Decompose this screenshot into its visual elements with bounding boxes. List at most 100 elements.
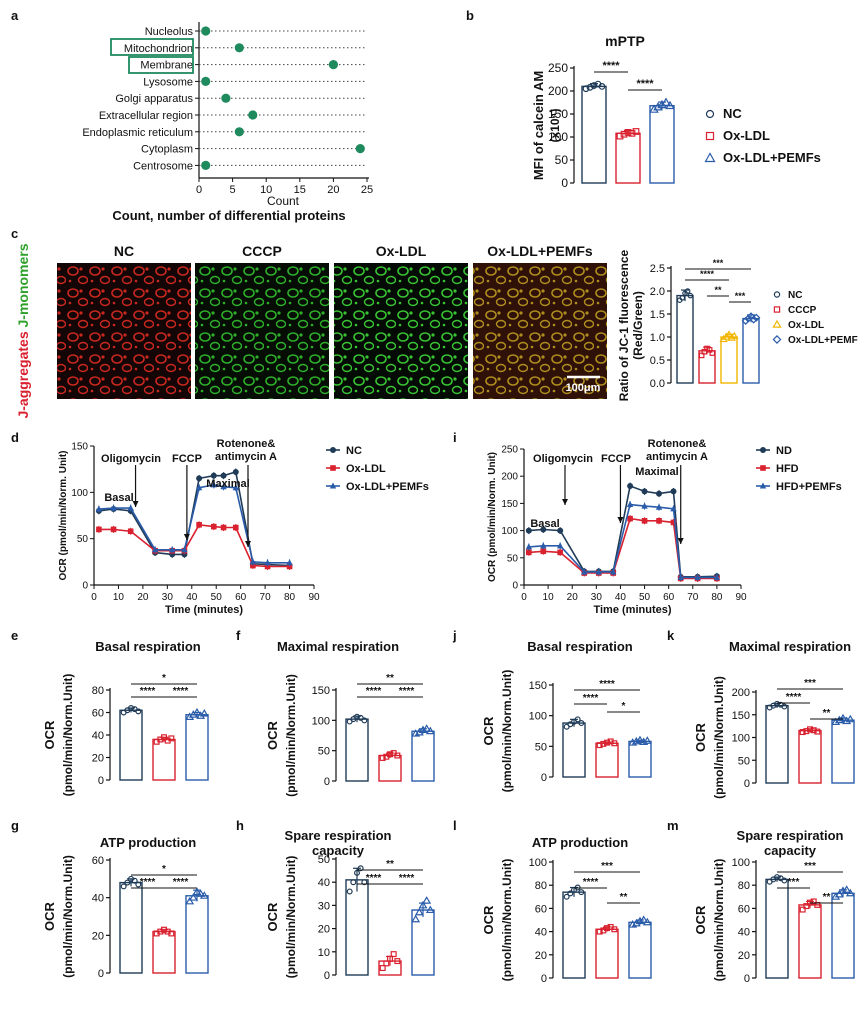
y-tick-label: 0	[98, 968, 104, 980]
data-point	[642, 917, 652, 926]
data-point	[188, 710, 198, 718]
data-point	[842, 716, 852, 725]
data-point	[210, 472, 217, 479]
data-point	[124, 879, 131, 886]
x-tick-label: 60	[663, 592, 675, 603]
data-point	[709, 350, 716, 356]
y-axis-label-units: (pmol/min/Norm.Unit)	[284, 674, 298, 797]
y-tick-label: 0	[541, 772, 547, 784]
bar	[831, 719, 855, 784]
significance-label: **	[620, 892, 628, 903]
data-point	[525, 527, 532, 534]
y-axis-label: OCR	[42, 901, 57, 931]
bar	[798, 729, 822, 784]
significance-label: ****	[583, 877, 599, 888]
panel-letter-m: m	[667, 818, 679, 833]
data-point	[168, 735, 175, 742]
chart-title: ATP production	[100, 835, 196, 850]
chart-title: Spare respiration	[285, 828, 392, 843]
data-point	[526, 549, 532, 556]
data-point	[220, 524, 227, 531]
significance-label: ****	[366, 873, 382, 884]
data-point	[354, 869, 361, 876]
data-point	[649, 104, 659, 113]
y-axis-label: OCR	[265, 720, 280, 750]
significance-label: ****	[786, 692, 802, 703]
micrograph-label: NC	[114, 243, 134, 259]
data-point	[773, 874, 780, 881]
category-label: Extracellular region	[99, 110, 193, 122]
annotation-label: antimycin A	[646, 451, 708, 463]
data-point	[670, 519, 677, 526]
y-tick-label: 0.0	[650, 378, 665, 390]
significance-label: *	[162, 673, 166, 684]
data-point	[556, 542, 564, 549]
significance-label: ****	[399, 686, 415, 697]
y-tick-label: 100	[529, 857, 547, 869]
y-tick-label: 80	[535, 880, 547, 892]
y-tick-label: 50	[738, 755, 750, 767]
data-point	[557, 549, 563, 556]
y-tick-label: 0	[324, 970, 330, 982]
data-point	[387, 751, 394, 758]
data-point	[128, 704, 135, 711]
x-tick-label: 5	[230, 184, 236, 196]
data-point	[687, 292, 694, 299]
data-point	[610, 568, 617, 575]
data-point	[379, 754, 386, 761]
y-axis-label-units: (pmol/min/Norm.Unit)	[500, 670, 514, 793]
y-axis-label: MFI of calcein AM	[531, 71, 546, 180]
category-label: Lysosome	[143, 76, 193, 88]
y-tick-label: 30	[318, 900, 330, 912]
legend-label: NC	[346, 445, 362, 457]
data-point	[540, 526, 547, 533]
bar	[581, 85, 607, 184]
data-point	[350, 879, 357, 886]
x-tick-label: 40	[615, 592, 627, 603]
data-point	[799, 729, 806, 736]
data-point	[627, 515, 633, 522]
chart-title: ATP production	[532, 835, 628, 850]
bar	[185, 895, 209, 974]
significance-label: ***	[804, 678, 816, 689]
data-point	[196, 711, 206, 719]
bar	[595, 928, 619, 979]
chart-g: ATP production OCR (pmol/min/Norm.Unit) 0 20…	[42, 835, 209, 980]
significance-label: ****	[599, 679, 615, 690]
y-tick-label: 60	[738, 903, 750, 915]
data-point	[96, 526, 102, 533]
highlight-box	[128, 56, 194, 74]
y-tick-label: 0	[98, 775, 104, 787]
x-tick-label: 20	[137, 592, 149, 603]
x-tick-label: 40	[186, 592, 198, 603]
data-point	[264, 563, 271, 570]
arrow-head	[561, 499, 568, 505]
annotation-label: antimycin A	[215, 451, 277, 463]
legend-c: NC CCCP Ox-LDL Ox-LDL+PEMF	[772, 290, 858, 346]
data-point	[361, 879, 368, 886]
chart-title: Basal respiration	[527, 639, 633, 654]
data-point	[110, 526, 117, 533]
y-tick-label: 0	[744, 778, 750, 790]
panel-letter-c: c	[11, 226, 18, 241]
chart-title: Maximal respiration	[277, 639, 399, 654]
x-tick-label: 90	[308, 592, 320, 603]
significance-label: ***	[788, 877, 800, 888]
data-point	[185, 896, 195, 905]
data-point	[611, 740, 618, 747]
x-axis-label: Count	[267, 194, 300, 208]
arrow-head	[245, 541, 251, 547]
data-point	[192, 707, 202, 716]
significance-label: ****	[366, 686, 382, 697]
micrograph-panel	[195, 263, 329, 399]
chart-title-line2: capacity	[764, 843, 817, 858]
significance-label: ****	[140, 877, 156, 888]
data-point	[781, 877, 788, 884]
y-axis-label-units: (x10⁴)	[548, 109, 562, 143]
bar	[119, 881, 143, 974]
data-point	[838, 713, 848, 722]
legend-marker	[773, 306, 781, 313]
data-point	[596, 928, 603, 935]
